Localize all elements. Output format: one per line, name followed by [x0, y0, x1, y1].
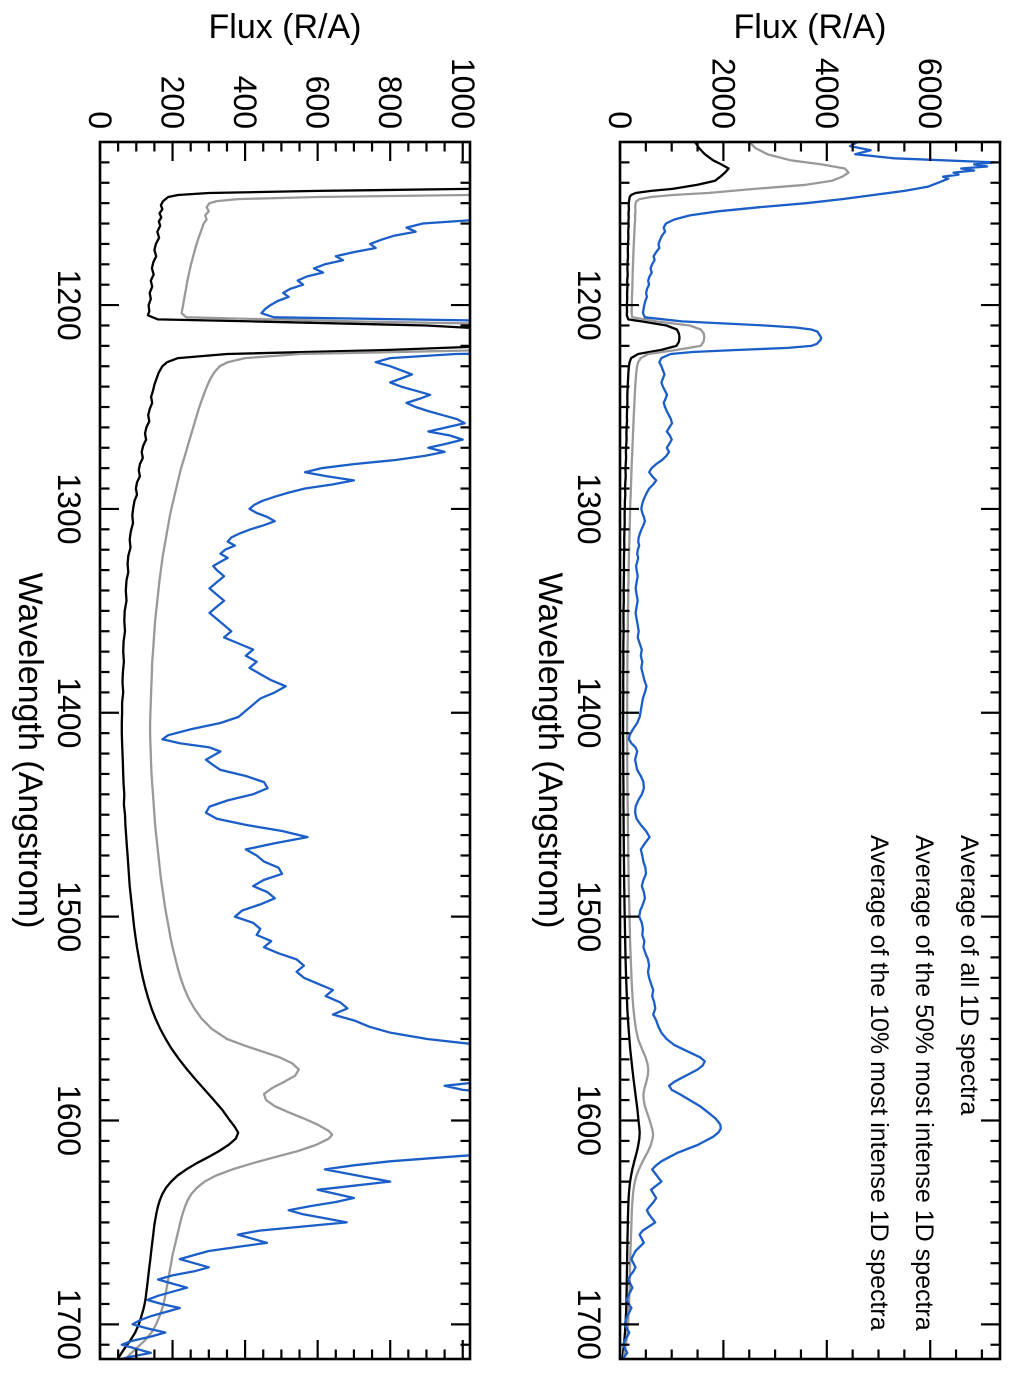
y-tick-label: 600 [300, 76, 336, 129]
y-tick-label: 800 [372, 76, 408, 129]
panel-full-scale: 1200 1300 1400 1500 1600 1700 0 2000 4000 6000 Wav… [531, 8, 1002, 1361]
series-curve-top50 [622, 142, 850, 1359]
y-tick-label: 1000 [445, 58, 481, 129]
x-tick-label: 1300 [51, 473, 87, 544]
y-tick-label: 2000 [705, 58, 741, 129]
y-tick-label: 4000 [809, 58, 845, 129]
y-tick-label: 200 [155, 76, 191, 129]
series-curve-top10 [120, 142, 470, 1359]
panel-zoomed: 1200 1300 1400 1500 1600 1700 0 200 400 600 800 100… [11, 8, 481, 1361]
x-tick-label: 1700 [51, 1289, 87, 1360]
x-tick-label: 1300 [571, 473, 607, 544]
y-tick-label: 400 [227, 76, 263, 129]
x-tick-label: 1200 [51, 269, 87, 340]
y-axis-label: Flux (R/A) [734, 8, 887, 46]
y-tick-label: 0 [602, 111, 638, 129]
x-tick-label: 1600 [51, 1085, 87, 1156]
series-curve-top10 [621, 142, 996, 1359]
x-tick-label: 1200 [571, 269, 607, 340]
plot-frame [618, 140, 1002, 1361]
legend-entry-all: Average of all 1D spectra [955, 835, 983, 1115]
x-axis-label: Wavelength (Angstrom) [531, 573, 569, 929]
series-curve-top50 [124, 142, 470, 1359]
y-tick-label: 6000 [912, 58, 948, 129]
legend-entry-top50: Average of the 50% most intense 1D spect… [910, 835, 938, 1331]
x-tick-label: 1700 [571, 1289, 607, 1360]
x-tick-label: 1500 [51, 881, 87, 952]
plot-frame [98, 140, 472, 1361]
legend-entry-top10: Average of the 10% most intense 1D spect… [865, 835, 893, 1331]
y-axis-label: Flux (R/A) [209, 8, 362, 46]
x-tick-label: 1400 [51, 677, 87, 748]
series-curve-all [116, 142, 470, 1359]
y-tick-label: 0 [82, 111, 118, 129]
x-tick-label: 1400 [571, 677, 607, 748]
x-axis-label: Wavelength (Angstrom) [11, 573, 49, 929]
x-tick-label: 1500 [571, 881, 607, 952]
x-tick-label: 1600 [571, 1085, 607, 1156]
